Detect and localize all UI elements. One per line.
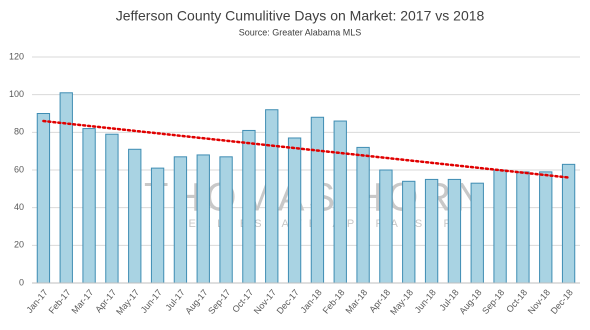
bar bbox=[539, 171, 553, 284]
y-tick-label: 80 bbox=[14, 127, 24, 137]
x-tick-label: Dec-18 bbox=[549, 287, 575, 316]
bar bbox=[150, 167, 165, 284]
x-tick-label: Jun-18 bbox=[413, 287, 438, 315]
x-tick-label: Nov-18 bbox=[526, 287, 552, 316]
y-tick-label: 20 bbox=[14, 240, 24, 250]
x-tick-label: Mar-17 bbox=[69, 287, 95, 315]
bar bbox=[82, 128, 96, 284]
y-tick-label: 0 bbox=[19, 277, 24, 287]
x-tick-label: Nov-17 bbox=[252, 287, 278, 316]
y-tick-label: 120 bbox=[9, 51, 24, 61]
bar bbox=[59, 92, 73, 284]
bar bbox=[356, 146, 370, 284]
x-tick-label: Aug-18 bbox=[457, 287, 483, 316]
bar bbox=[379, 169, 393, 284]
bar bbox=[310, 116, 325, 284]
chart-title: Jefferson County Cumulitive Days on Mark… bbox=[116, 8, 485, 24]
x-tick-label: Feb-18 bbox=[321, 287, 347, 315]
bar bbox=[219, 156, 233, 284]
bar bbox=[333, 120, 347, 284]
x-tick-label: Sep-18 bbox=[480, 287, 506, 316]
x-tick-label: May-17 bbox=[114, 287, 141, 316]
chart-subtitle: Source: Greater Alabama MLS bbox=[239, 27, 362, 37]
bar bbox=[36, 113, 51, 284]
bar bbox=[105, 133, 119, 284]
bar bbox=[470, 182, 484, 284]
y-tick-label: 60 bbox=[14, 164, 24, 174]
bar bbox=[128, 148, 142, 284]
x-tick-label: Aug-17 bbox=[183, 287, 209, 316]
trend-line bbox=[42, 119, 570, 179]
x-tick-label: May-18 bbox=[388, 287, 415, 316]
x-tick-label: Jan-18 bbox=[298, 287, 323, 315]
x-tick-label: Sep-17 bbox=[206, 287, 232, 316]
bar bbox=[265, 109, 279, 284]
bar bbox=[402, 180, 416, 284]
bar bbox=[493, 169, 507, 284]
x-tick-label: Jan-17 bbox=[24, 287, 49, 315]
bar bbox=[287, 137, 302, 284]
bar bbox=[424, 178, 439, 284]
y-tick-label: 40 bbox=[14, 202, 24, 212]
bar bbox=[561, 163, 576, 284]
x-tick-label: Dec-17 bbox=[275, 287, 301, 316]
x-tick-label: Feb-17 bbox=[47, 287, 73, 315]
y-tick-label: 100 bbox=[9, 89, 24, 99]
bar bbox=[516, 171, 530, 284]
bar bbox=[447, 178, 462, 284]
bar bbox=[173, 156, 188, 284]
bar bbox=[242, 129, 256, 284]
x-tick-label: Jun-17 bbox=[139, 287, 164, 315]
x-tick-label: Mar-18 bbox=[343, 287, 369, 315]
bar bbox=[196, 154, 210, 284]
